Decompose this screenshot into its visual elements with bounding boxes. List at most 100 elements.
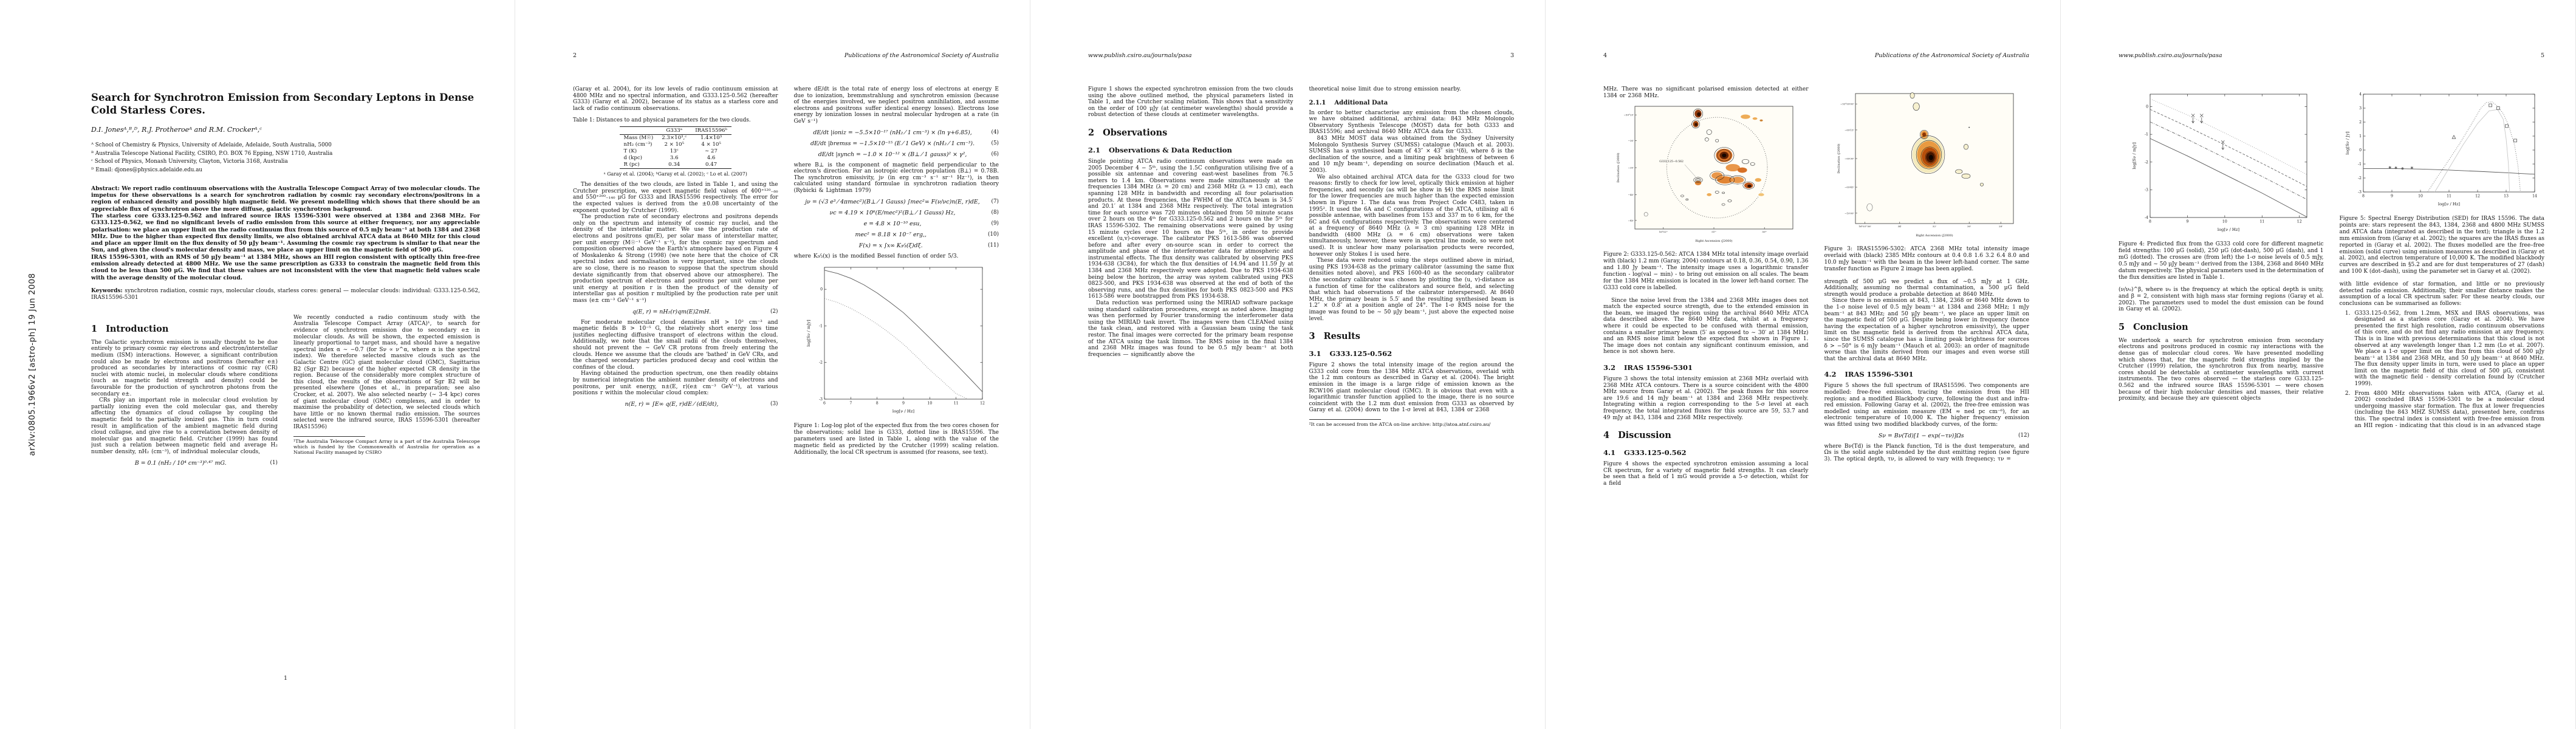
page-header-left: 4	[1603, 52, 1608, 59]
equation-body: F(x) = x ∫x∞ K₅⁄₃(ξ)dξ.	[858, 242, 923, 249]
table-cell: 4 × 10⁵	[701, 142, 721, 148]
page-header-right: Publications of the Astronomical Society…	[1874, 52, 2029, 59]
svg-text:14: 14	[2532, 194, 2537, 199]
table-cell: Mass (M☉)	[623, 135, 654, 142]
equation-body: B = 0.1 (nH₂ / 10⁴ cm⁻³)⁰·⁴⁷ mG.	[134, 459, 227, 467]
figure-fig3: −53°09′00″ −09′15″ −09′30″ −09′45″ −10′00″ 16…	[1824, 90, 2030, 242]
paragraph: theoretical noise limit due to strong em…	[1309, 86, 1461, 92]
list-item-text: From 4800 MHz observations taken with AT…	[2354, 390, 2545, 429]
paragraph: Single pointing ATCA radio continuum obs…	[1088, 158, 1293, 300]
section-number: 5	[2119, 321, 2125, 332]
paragraph: CRs play an important role in molecular …	[91, 397, 278, 455]
keywords: Keywords: synchrotron radiation, cosmic …	[91, 288, 480, 301]
column-right: where dE/dt is the total rate of energy …	[794, 86, 999, 462]
equation: n(E, r) = ∫E∞ q(E, r)dE ⁄ (dE/dt), (3)	[573, 401, 778, 408]
two-column-layout: MHz. There was no significant polarised …	[1603, 86, 2029, 487]
page-content: 8 9 10 11 12 0 -1 -2 -3 -4 log[ν / Hz] log[Sν / mJy…	[2119, 86, 2544, 429]
footnote-text: ²It can be accessed from the ATCA on-lin…	[1309, 421, 1491, 427]
svg-text:-2: -2	[2358, 176, 2362, 180]
section-number: 1	[91, 323, 98, 334]
figure-fig2: −50°25′ −30′ −35′ −40′ −45′ 16ʰ52ᵐ 51ᵐ 50ᵐ Right…	[1603, 103, 1809, 247]
section-heading: 5 Conclusion	[2119, 322, 2324, 332]
equation-number: (12)	[2018, 433, 2029, 439]
svg-text:-2: -2	[819, 361, 823, 365]
svg-text:50ᵐ: 50ᵐ	[1762, 230, 1767, 233]
page-header-left: www.publish.csiro.au/journals/pasa	[2119, 52, 2222, 59]
paragraph: where B⊥ is the component of magnetic fi…	[793, 162, 999, 194]
column-right: theoretical noise limit due to strong em…	[1309, 86, 1515, 427]
table-cell: 0.47	[705, 162, 718, 168]
section-title: Observations	[1103, 127, 1168, 138]
svg-text:32ˢ: 32ˢ	[1933, 225, 1937, 228]
svg-text:7: 7	[850, 402, 852, 406]
column-right: 8 9 10 11 12 13 14 4 3 2 1 0 -1 -2 -3 log[ν / Hz] log[Sν…	[2340, 86, 2545, 429]
paragraph: These data were reduced using the steps …	[1309, 258, 1515, 322]
equation-body: dE/dt |synch = −1.0 × 10⁻¹² × (B⊥ ⁄ 1 ga…	[818, 151, 967, 158]
equation: jν = (√3 e³ ⁄ 4πmec²)(B⊥ ⁄ 1 Gauss) ∫mec…	[794, 199, 999, 205]
paragraph: We undertook a search for synchrotron em…	[2119, 337, 2324, 402]
list-item: 1. G333.125-0.562, from 1.2mm, MSX and IR…	[2340, 310, 2544, 388]
table-header-cell	[619, 126, 658, 135]
equation-number: (8)	[991, 210, 999, 216]
page-header-right: 3	[1510, 52, 1514, 59]
list-item: 2. From 4800 MHz observations taken with …	[2340, 390, 2545, 430]
equation-number: (2)	[770, 309, 778, 315]
paragraph: Figure 4 shows the expected synchrotron …	[1603, 461, 1809, 487]
table-cell: R (pc)	[623, 162, 640, 168]
section-title: Observations & Data Reduction	[1109, 145, 1232, 154]
equation: q(E, r) = nH₂(r)qm(E)2mH. (2)	[573, 309, 778, 315]
column-left: (Garay et al. 2004), for its low levels …	[573, 86, 778, 412]
svg-text:10: 10	[2222, 220, 2227, 224]
section-heading: 2 Observations	[1088, 128, 1293, 138]
fig2-image: −50°25′ −30′ −35′ −40′ −45′ 16ʰ52ᵐ 51ᵐ 50ᵐ Right…	[1616, 106, 1793, 243]
svg-text:30ˢ: 30ˢ	[1967, 225, 1971, 228]
svg-text:−40′: −40′	[1628, 193, 1633, 196]
paragraph: In order to better characterise any emis…	[1309, 109, 1515, 135]
svg-text:34ˢ: 34ˢ	[1898, 225, 1902, 228]
svg-text:Declination (J2000): Declination (J2000)	[1837, 143, 1841, 173]
section-title: Results	[1323, 331, 1360, 342]
figure-fig5: 8 9 10 11 12 13 14 4 3 2 1 0 -1 -2 -3 log[ν / Hz] log[Sν…	[2340, 90, 2545, 211]
svg-text:9: 9	[2391, 194, 2393, 199]
two-column-layout: Figure 1 shows the expected synchrotron …	[1088, 86, 1514, 427]
table-cell: 1.4×10³	[700, 135, 722, 142]
equation-body: n(E, r) = ∫E∞ q(E, r)dE ⁄ (dE/dt),	[625, 400, 719, 408]
section-title: IRAS 15596-5301	[1624, 363, 1693, 372]
paragraph: Figure 1 shows the expected synchrotron …	[1088, 86, 1293, 118]
equation: B = 0.1 (nH₂ / 10⁴ cm⁻³)⁰·⁴⁷ mG. (1)	[91, 460, 278, 467]
paragraph: The production rate of secondary electro…	[573, 214, 778, 304]
two-column-layout: 1 Introduction The Galactic synchrotron em…	[91, 315, 480, 471]
svg-text:11: 11	[2259, 220, 2264, 224]
svg-text:51ᵐ: 51ᵐ	[1711, 230, 1716, 233]
section-heading: 1 Introduction	[91, 324, 278, 334]
svg-text:12: 12	[2475, 194, 2480, 199]
svg-text:−53°09′00″: −53°09′00″	[1840, 103, 1855, 106]
equation-number: (10)	[987, 231, 999, 238]
page-content: Figure 1 shows the expected synchrotron …	[1088, 86, 1514, 427]
section-heading: 3 Results	[1309, 331, 1515, 341]
footnote: ²It can be accessed from the ATCA on-lin…	[1309, 419, 1515, 427]
svg-text:11: 11	[954, 402, 959, 406]
svg-text:Right Ascension (J2000): Right Ascension (J2000)	[1916, 233, 1953, 238]
section-heading: 4 Discussion	[1603, 430, 1809, 440]
equation: dE/dt |synch = −1.0 × 10⁻¹² × (B⊥ ⁄ 1 ga…	[794, 151, 999, 158]
section-title: Additional Data	[1334, 99, 1388, 106]
column-right: We recently conducted a radio continuum …	[293, 315, 480, 456]
paragraph: Having obtained the production spectrum,…	[573, 371, 778, 397]
column-left: 8 9 10 11 12 0 -1 -2 -3 -4 log[ν / Hz] log[Sν / mJy…	[2119, 86, 2324, 402]
svg-text:−10′00″: −10′00″	[1845, 211, 1854, 214]
svg-text:−30′: −30′	[1628, 139, 1633, 142]
paragraph: Data reduction was performed using the M…	[1088, 300, 1293, 358]
svg-text:-4: -4	[2145, 216, 2148, 220]
section-title: Conclusion	[2133, 321, 2188, 332]
page-title: Search for Synchrotron Emission from Sec…	[91, 92, 474, 117]
equation: mec² = 8.18 × 10⁻⁷ erg,, (10)	[794, 231, 999, 238]
section-number: 2.1.1	[1309, 99, 1326, 106]
svg-text:-3: -3	[2358, 190, 2362, 194]
equation: dE/dt |bremss = −1.5×10⁻¹⁵ (E ⁄ 1 GeV) ×…	[794, 140, 999, 147]
equation: Sν = Bν(Td)[1 − exp(−τν)]Ωs (12)	[1824, 433, 2029, 439]
paragraph: Since there is no emission at 843, 1384,…	[1824, 298, 2030, 362]
footnote-rule	[293, 436, 365, 437]
figure-caption: Figure 1: Log-log plot of the expected f…	[793, 423, 999, 456]
svg-text:0: 0	[2359, 148, 2362, 152]
